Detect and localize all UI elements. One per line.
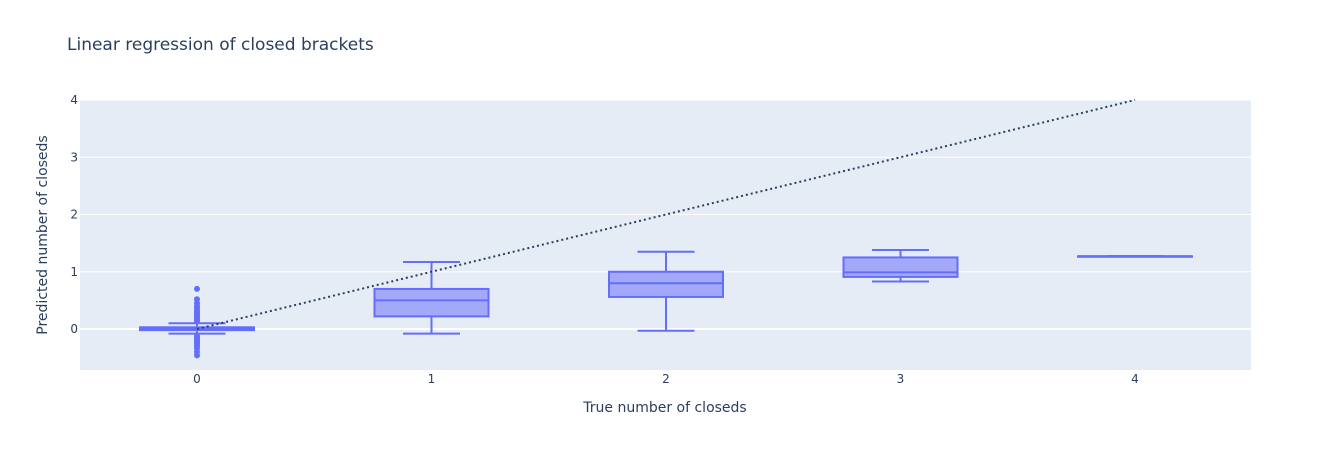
box-1 [373, 261, 490, 335]
box-iqr [373, 287, 490, 318]
x-tick-label: 4 [1131, 372, 1139, 386]
x-tick-labels: 0 1 2 3 4 [193, 372, 1139, 386]
box-iqr [608, 270, 724, 298]
y-tick-labels: 0 1 2 3 4 [70, 93, 78, 336]
y-tick-label: 1 [70, 265, 78, 279]
y-axis-title: Predicted number of closeds [35, 135, 51, 334]
x-tick-label: 3 [897, 372, 905, 386]
box-iqr [842, 256, 959, 278]
reference-line [196, 99, 1136, 330]
x-tick-label: 0 [193, 372, 201, 386]
x-tick-label: 1 [428, 372, 436, 386]
outlier-point [194, 318, 200, 325]
chart-title: Linear regression of closed brackets [67, 35, 374, 55]
y-tick-label: 2 [70, 208, 78, 222]
box-4 [1077, 255, 1193, 258]
x-tick-label: 2 [662, 372, 670, 386]
y-tick-label: 4 [70, 93, 78, 107]
box-2 [608, 250, 724, 332]
y-tick-label: 3 [70, 150, 78, 164]
x-axis-title: True number of closeds [582, 400, 746, 416]
outlier-point [194, 352, 200, 359]
y-tick-label: 0 [70, 322, 78, 336]
box-3 [842, 248, 959, 283]
box-series [139, 248, 1193, 359]
outlier-point [194, 285, 200, 292]
